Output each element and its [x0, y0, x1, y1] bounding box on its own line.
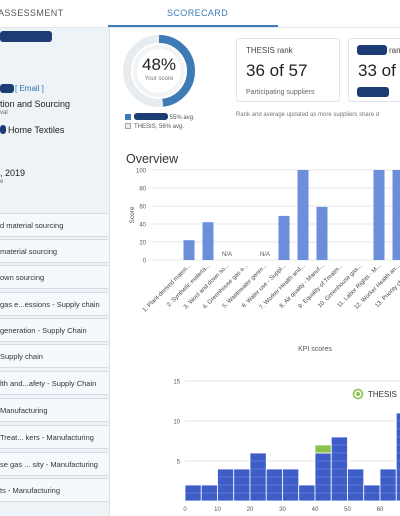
redacted-peer-group [134, 113, 168, 120]
thesis-rank-card: THESIS rank 36 of 57 Participating suppl… [236, 38, 340, 102]
legend-marker-dot [356, 392, 360, 396]
rank-update-note: Rank and average updated as more supplie… [236, 112, 380, 118]
x-tick-label: 10 [214, 507, 221, 513]
sidebar-kpi-item[interactable]: Manufacturing [0, 398, 108, 422]
score-histogram: THESIS5101501020304050607080 [173, 380, 400, 513]
redacted-supplier-name [0, 31, 52, 42]
y-tick-label: 15 [173, 380, 180, 386]
sidebar-kpi-label: Treat... kers - Manufacturing [0, 433, 94, 442]
legend-label: THESIS [368, 390, 397, 399]
card-subtitle: Participating suppliers [246, 89, 315, 96]
kpi-bar [373, 170, 385, 260]
sidebar-kpi-item[interactable]: own sourcing [0, 265, 108, 289]
score-ring-fill [123, 35, 195, 107]
legend-thesis-avg: THESIS, 56% avg. [125, 123, 184, 130]
y-tick-label: 5 [177, 460, 181, 466]
tab-scorecard[interactable]: SCORECARD [167, 8, 229, 18]
card-title: ran [389, 46, 400, 55]
x-tick-label: 60 [377, 507, 384, 513]
kpi-bar [392, 170, 400, 260]
supplier-sidebar: [ Email ] tion and Sourcing val Home Tex… [0, 28, 110, 516]
y-tick-label: 0 [143, 259, 147, 265]
sidebar-kpi-item[interactable]: Supply chain [0, 344, 108, 368]
sidebar-kpi-item[interactable]: ts - Manufacturing [0, 478, 108, 502]
sidebar-approval-status: val [0, 110, 8, 116]
y-tick-label: 10 [173, 420, 180, 426]
x-axis-label: KPI scores [298, 346, 332, 353]
redacted-peer-sub [357, 87, 389, 97]
score-ring-inner [133, 45, 185, 97]
x-tick-label: 40 [312, 507, 319, 513]
tab-bar: ASSESSMENT SCORECARD [0, 0, 400, 28]
x-tick-label: 0 [183, 507, 187, 513]
sidebar-kpi-label: d material sourcing [0, 221, 64, 230]
sidebar-kpi-item[interactable]: se gas ... sity - Manufacturing [0, 452, 108, 476]
overview-heading: Overview [126, 152, 179, 166]
sidebar-kpi-label: Manufacturing [0, 406, 48, 415]
na-annotation: N/A [222, 252, 232, 258]
redacted-peer-name [357, 45, 387, 55]
y-tick-label: 60 [139, 205, 146, 211]
na-annotation: N/A [260, 252, 270, 258]
sidebar-kpi-label: ts - Manufacturing [0, 486, 61, 495]
legend-swatch [125, 114, 131, 120]
kpi-bar [316, 206, 328, 260]
kpi-bar [278, 215, 290, 260]
card-value: 33 of [358, 61, 396, 80]
highlight-bin [314, 444, 332, 454]
redacted-prefix [0, 125, 6, 134]
card-value: 36 of 57 [246, 61, 308, 80]
sidebar-category: tion and Sourcing [0, 99, 71, 109]
sidebar-kpi-item[interactable]: material sourcing [0, 239, 108, 263]
card-title: THESIS rank [246, 46, 293, 55]
kpi-bar [183, 240, 195, 260]
email-link[interactable]: [ Email ] [15, 84, 44, 93]
y-axis-label: Score [129, 206, 136, 223]
score-caption: Your score [144, 76, 174, 82]
sidebar-date-sub: e [0, 179, 4, 185]
tab-assessment[interactable]: ASSESSMENT [0, 8, 64, 18]
x-tick-label: 30 [279, 507, 286, 513]
sidebar-kpi-item[interactable]: generation - Supply Chain [0, 318, 108, 342]
sidebar-kpi-item[interactable]: Treat... kers - Manufacturing [0, 425, 108, 449]
y-tick-label: 80 [139, 187, 146, 193]
x-tick-label: 20 [247, 507, 254, 513]
legend-swatch [125, 123, 131, 129]
score-value: 48% [141, 55, 177, 74]
sidebar-kpi-label: material sourcing [0, 247, 58, 256]
y-tick-label: 100 [136, 169, 147, 175]
peer-rank-card: ran 33 of [348, 38, 400, 102]
sidebar-kpi-label: se gas ... sity - Manufacturing [0, 460, 98, 469]
kpi-bar [297, 170, 309, 260]
sidebar-supplier-type: Home Textiles [8, 125, 65, 135]
legend-supplier-avg: 55% avg. [125, 113, 195, 121]
scorecard-main: 48% Your score 55% avg. THESIS, 56% avg.… [110, 28, 400, 516]
sidebar-kpi-label: lth and...afety - Supply Chain [0, 379, 97, 388]
sidebar-kpi-item[interactable]: d material sourcing [0, 213, 108, 237]
legend-avg-label: 55% avg. [169, 115, 195, 121]
legend-thesis-label: THESIS, 56% avg. [134, 124, 185, 130]
x-tick-label: 50 [344, 507, 351, 513]
y-tick-label: 20 [139, 241, 146, 247]
active-tab-indicator [108, 25, 278, 27]
histogram-bin [395, 412, 400, 502]
score-donut [123, 35, 195, 107]
sidebar-kpi-label: generation - Supply Chain [0, 326, 87, 335]
sidebar-kpi-label: gas e...essions - Supply chain [0, 300, 100, 309]
sidebar-kpi-label: own sourcing [0, 273, 45, 282]
sidebar-date: , 2019 [0, 168, 26, 178]
sidebar-kpi-item[interactable]: lth and...afety - Supply Chain [0, 371, 108, 395]
sidebar-kpi-item[interactable]: gas e...essions - Supply chain [0, 292, 108, 316]
kpi-bar [202, 222, 214, 260]
redacted-contact [0, 84, 14, 93]
y-tick-label: 40 [139, 223, 146, 229]
sidebar-kpi-label: Supply chain [0, 352, 43, 361]
